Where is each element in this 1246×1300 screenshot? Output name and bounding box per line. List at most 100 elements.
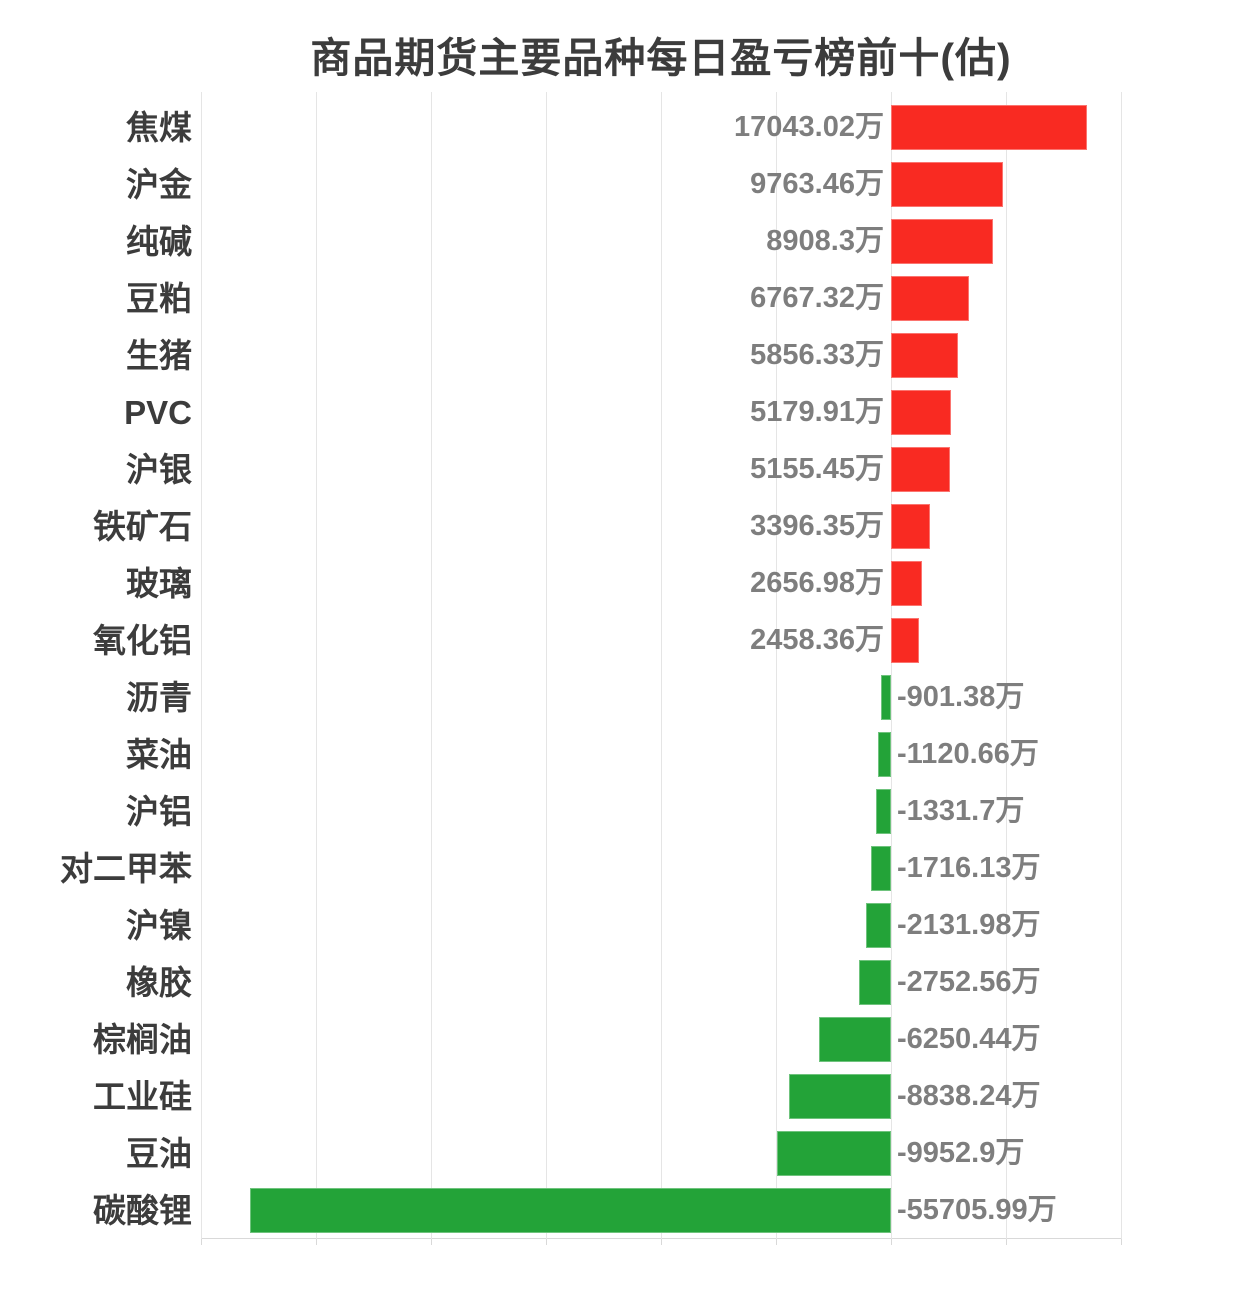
chart-row: 氧化铝 2458.36万: [0, 612, 1246, 669]
gridline: [1006, 92, 1007, 1239]
chart-row: 焦煤 17043.02万: [0, 99, 1246, 156]
chart-row: 豆油 -9952.9万: [0, 1125, 1246, 1182]
chart-row: 沥青 -901.38万: [0, 669, 1246, 726]
chart-title: 商品期货主要品种每日盈亏榜前十(估): [310, 35, 1012, 81]
axis-tick: [1121, 1239, 1122, 1245]
axis-tick: [316, 1239, 317, 1245]
value-label: 3396.35万: [750, 510, 884, 542]
value-label: -9952.9万: [897, 1137, 1025, 1169]
bar-positive[interactable]: [891, 390, 951, 435]
category-label: 沪银: [126, 451, 192, 488]
bar-negative[interactable]: [875, 789, 891, 834]
chart-row: 生猪 5856.33万: [0, 327, 1246, 384]
value-label: 2458.36万: [750, 624, 884, 656]
category-label: 豆油: [126, 1135, 192, 1172]
chart-row: 沪铝 -1331.7万: [0, 783, 1246, 840]
bar-positive[interactable]: [891, 276, 969, 321]
gridline: [201, 92, 202, 1239]
gridline: [891, 92, 892, 1239]
gridline: [316, 92, 317, 1239]
bar-negative[interactable]: [789, 1074, 891, 1119]
axis-tick: [776, 1239, 777, 1245]
category-label: 沪铝: [126, 793, 192, 830]
chart-row: 铁矿石 3396.35万: [0, 498, 1246, 555]
value-label: -55705.99万: [897, 1194, 1057, 1226]
value-label: -6250.44万: [897, 1023, 1041, 1055]
axis-tick: [891, 1239, 892, 1245]
chart-row: 沪银 5155.45万: [0, 441, 1246, 498]
category-label: PVC: [124, 394, 192, 431]
value-label: 5179.91万: [750, 396, 884, 428]
bar-positive[interactable]: [891, 561, 922, 606]
value-label: -1331.7万: [897, 795, 1025, 827]
bar-negative[interactable]: [871, 846, 891, 891]
value-label: 9763.46万: [750, 168, 884, 200]
category-label: 焦煤: [126, 109, 192, 146]
category-label: 棕榈油: [93, 1021, 192, 1058]
chart-row: 橡胶 -2752.56万: [0, 954, 1246, 1011]
bar-negative[interactable]: [866, 903, 891, 948]
value-label: 17043.02万: [734, 111, 884, 143]
bar-positive[interactable]: [891, 618, 920, 663]
category-label: 菜油: [126, 736, 192, 773]
chart-row: 沪镍 -2131.98万: [0, 897, 1246, 954]
axis-tick: [661, 1239, 662, 1245]
axis-tick: [546, 1239, 547, 1245]
chart-row: 棕榈油 -6250.44万: [0, 1011, 1246, 1068]
bar-negative[interactable]: [880, 675, 891, 720]
value-label: -1120.66万: [897, 738, 1039, 770]
chart-row: 菜油 -1120.66万: [0, 726, 1246, 783]
category-label: 氧化铝: [93, 622, 192, 659]
bar-positive[interactable]: [891, 105, 1087, 150]
plot-area: [201, 92, 1122, 1245]
category-label: 碳酸锂: [93, 1192, 192, 1229]
bar-positive[interactable]: [891, 162, 1004, 207]
gridline: [776, 92, 777, 1239]
chart-row: 纯碱 8908.3万: [0, 213, 1246, 270]
value-label: 6767.32万: [750, 282, 884, 314]
value-label: -1716.13万: [897, 852, 1041, 884]
gridline: [431, 92, 432, 1239]
bar-positive[interactable]: [891, 504, 931, 549]
bar-positive[interactable]: [891, 447, 951, 492]
category-label: 沪镍: [126, 907, 192, 944]
chart-row: 对二甲苯 -1716.13万: [0, 840, 1246, 897]
value-label: -901.38万: [897, 681, 1025, 713]
bar-negative[interactable]: [819, 1017, 891, 1062]
value-label: 8908.3万: [766, 225, 884, 257]
category-label: 工业硅: [93, 1078, 192, 1115]
axis-tick: [201, 1239, 202, 1245]
gridline: [1121, 92, 1122, 1239]
bar-negative[interactable]: [859, 960, 891, 1005]
axis-tick: [1006, 1239, 1007, 1245]
value-label: -8838.24万: [897, 1080, 1041, 1112]
category-label: 生猪: [126, 337, 192, 374]
category-label: 沥青: [126, 679, 192, 716]
category-label: 对二甲苯: [60, 850, 192, 887]
bar-negative[interactable]: [250, 1188, 891, 1233]
chart-row: 豆粕 6767.32万: [0, 270, 1246, 327]
gridline: [546, 92, 547, 1239]
value-label: -2752.56万: [897, 966, 1041, 998]
category-label: 铁矿石: [93, 508, 192, 545]
category-label: 沪金: [126, 166, 192, 203]
axis-tick: [431, 1239, 432, 1245]
bar-negative[interactable]: [776, 1131, 891, 1176]
category-label: 豆粕: [126, 280, 192, 317]
value-label: 5155.45万: [750, 453, 884, 485]
chart-row: 沪金 9763.46万: [0, 156, 1246, 213]
chart-row: 玻璃 2656.98万: [0, 555, 1246, 612]
value-label: 2656.98万: [750, 567, 884, 599]
value-label: -2131.98万: [897, 909, 1041, 941]
bar-negative[interactable]: [878, 732, 891, 777]
chart-row: 碳酸锂 -55705.99万: [0, 1182, 1246, 1239]
category-label: 橡胶: [126, 964, 192, 1001]
gridline: [661, 92, 662, 1239]
chart-row: PVC 5179.91万: [0, 384, 1246, 441]
value-label: 5856.33万: [750, 339, 884, 371]
category-label: 纯碱: [126, 223, 192, 260]
bar-positive[interactable]: [891, 333, 959, 378]
category-label: 玻璃: [126, 565, 192, 602]
bar-positive[interactable]: [891, 219, 994, 264]
